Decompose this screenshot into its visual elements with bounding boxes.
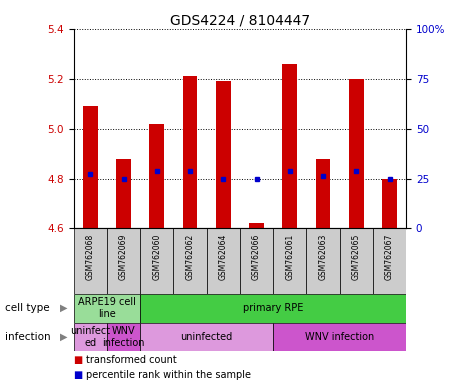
Bar [273,323,406,351]
Bar [116,159,131,228]
Text: ▶: ▶ [60,332,68,342]
Bar [74,294,140,323]
Text: GSM762064: GSM762064 [219,234,228,280]
Bar [207,228,240,294]
Bar [373,228,406,294]
Bar [282,64,297,228]
Text: infection: infection [5,332,50,342]
Bar [382,179,397,228]
Text: cell type: cell type [5,303,49,313]
Bar [140,294,406,323]
Bar [315,159,331,228]
Text: uninfected: uninfected [180,332,233,342]
Text: GSM762063: GSM762063 [319,234,327,280]
Bar [240,228,273,294]
Bar [173,228,207,294]
Text: GSM762069: GSM762069 [119,234,128,280]
Bar [182,76,198,228]
Bar [74,323,107,351]
Bar [340,228,373,294]
Bar [107,323,140,351]
Bar [74,228,107,294]
Bar [140,323,273,351]
Bar [140,228,173,294]
Text: transformed count: transformed count [86,355,176,365]
Text: ■: ■ [74,355,83,365]
Bar [107,228,140,294]
Text: GSM762061: GSM762061 [285,234,294,280]
Bar [149,124,164,228]
Bar [273,228,306,294]
Text: GSM762068: GSM762068 [86,234,95,280]
Text: uninfect
ed: uninfect ed [70,326,110,348]
Title: GDS4224 / 8104447: GDS4224 / 8104447 [170,14,310,28]
Text: GSM762067: GSM762067 [385,234,394,280]
Bar [306,228,340,294]
Text: percentile rank within the sample: percentile rank within the sample [86,370,250,380]
Bar [349,79,364,228]
Text: GSM762066: GSM762066 [252,234,261,280]
Text: GSM762060: GSM762060 [152,234,161,280]
Text: GSM762065: GSM762065 [352,234,361,280]
Bar [249,223,264,228]
Text: primary RPE: primary RPE [243,303,304,313]
Text: GSM762062: GSM762062 [186,234,194,280]
Text: ▶: ▶ [60,303,68,313]
Bar [83,106,98,228]
Text: ARPE19 cell
line: ARPE19 cell line [78,297,136,319]
Text: WNV
infection: WNV infection [102,326,145,348]
Text: WNV infection: WNV infection [305,332,374,342]
Bar [216,81,231,228]
Text: ■: ■ [74,370,83,380]
